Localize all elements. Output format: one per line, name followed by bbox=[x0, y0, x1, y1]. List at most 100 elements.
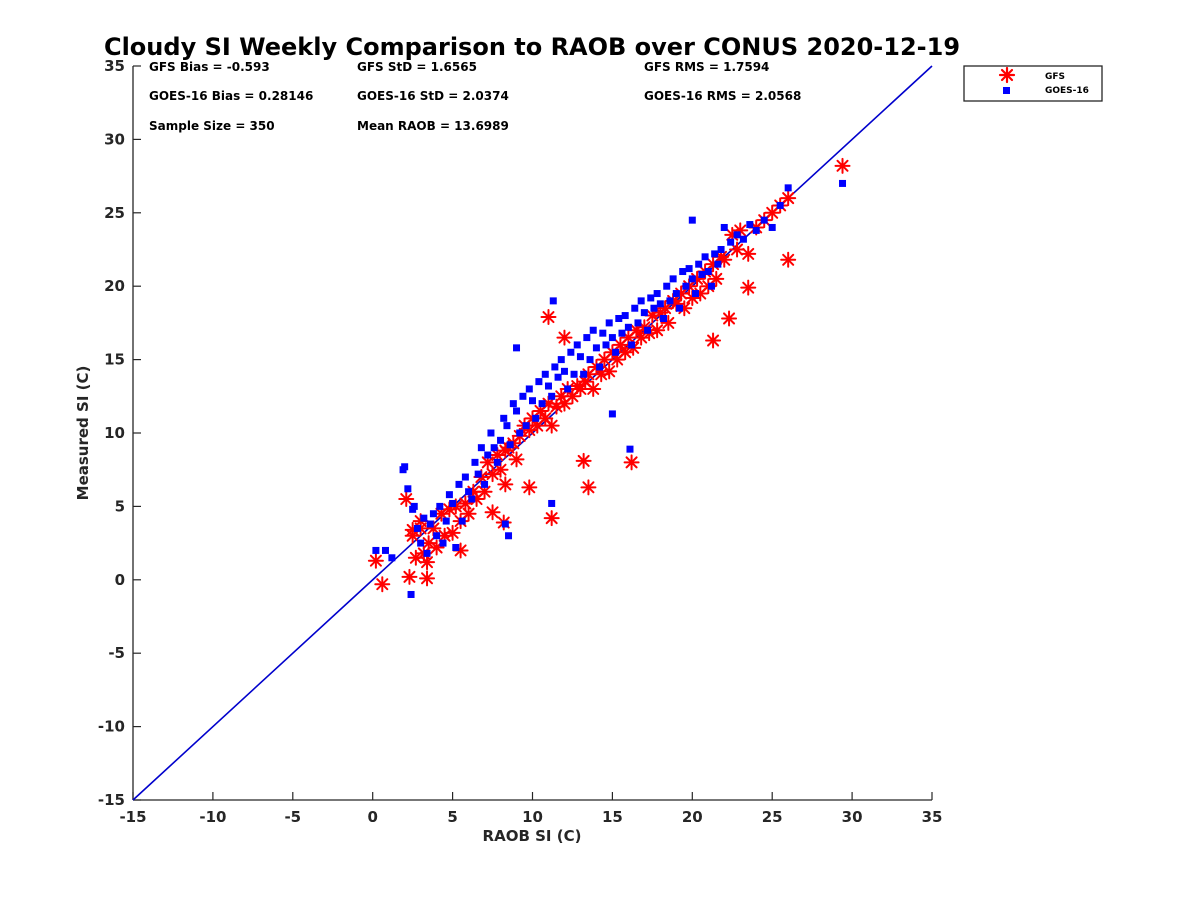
goes-16-point bbox=[429, 510, 437, 518]
goes-16-point bbox=[695, 260, 703, 268]
legend-label-goes-16: GOES-16 bbox=[1045, 86, 1089, 96]
goes-16-point bbox=[501, 520, 509, 528]
goes-16-point bbox=[404, 485, 412, 493]
axis-ticks: -15 -10 -5 0 5 10 15 20 25 30 35 -15 -10 -5 0 5 10 15 20 25… bbox=[98, 57, 943, 826]
goes-16-point bbox=[505, 532, 513, 540]
plot-area: -15 -10 -5 0 5 10 15 20 25 30 35 -15 -10 -5 0 5 10 15 20 25… bbox=[98, 57, 943, 826]
goes-16-point bbox=[666, 297, 674, 305]
goes-16-point bbox=[626, 445, 634, 453]
goes-16-point bbox=[608, 334, 616, 342]
gfs-point bbox=[780, 251, 797, 268]
goes-16-point bbox=[628, 341, 636, 349]
goes-16-point bbox=[760, 216, 768, 224]
goes-16-point bbox=[688, 216, 696, 224]
gfs-point bbox=[484, 504, 501, 521]
goes-16-point bbox=[653, 290, 661, 298]
goes-16-point bbox=[660, 314, 668, 322]
goes-16-point bbox=[481, 480, 489, 488]
stat-goes-rms: GOES-16 RMS = 2.0568 bbox=[644, 89, 801, 103]
y-tick-label: -10 bbox=[98, 718, 125, 736]
goes-16-point bbox=[656, 300, 664, 308]
x-tick-label: 10 bbox=[522, 808, 543, 826]
goes-16-point bbox=[746, 221, 754, 229]
goes-16-point bbox=[554, 373, 562, 381]
gfs-point bbox=[623, 454, 640, 471]
goes-16-point bbox=[468, 495, 476, 503]
goes-16-point bbox=[612, 348, 620, 356]
y-tick-label: 5 bbox=[115, 497, 125, 515]
gfs-point bbox=[398, 491, 415, 508]
goes-16-point bbox=[567, 348, 575, 356]
goes-16-point bbox=[474, 470, 482, 478]
goes-16-point bbox=[647, 294, 655, 302]
goes-16-point bbox=[733, 231, 741, 239]
gfs-point bbox=[740, 245, 757, 262]
gfs-point bbox=[556, 395, 573, 412]
goes-16-point bbox=[471, 458, 479, 466]
goes-16-point bbox=[557, 356, 565, 364]
goes-16-point bbox=[634, 319, 642, 327]
legend-marker-goes-16 bbox=[1003, 87, 1010, 94]
goes-16-point bbox=[490, 444, 498, 452]
gfs-point bbox=[649, 322, 666, 339]
gfs-point bbox=[601, 363, 618, 380]
goes-16-point bbox=[621, 312, 629, 320]
goes-16-point bbox=[640, 309, 648, 317]
stat-gfs-bias: GFS Bias = -0.593 bbox=[149, 60, 270, 74]
y-tick-label: 20 bbox=[104, 277, 125, 295]
gfs-point bbox=[705, 332, 722, 349]
goes-16-point bbox=[570, 370, 578, 378]
gfs-point bbox=[419, 554, 436, 571]
goes-16-point bbox=[484, 451, 492, 459]
goes-16-point bbox=[784, 184, 792, 192]
y-tick-label: 25 bbox=[104, 204, 125, 222]
gfs-point bbox=[540, 309, 557, 326]
goes-16-point bbox=[589, 326, 597, 334]
goes-16-point bbox=[669, 275, 677, 283]
gfs-point bbox=[617, 344, 634, 361]
y-tick-label: -15 bbox=[98, 791, 125, 809]
goes-16-point bbox=[381, 546, 389, 554]
gfs-point bbox=[834, 157, 851, 174]
goes-16-point bbox=[682, 282, 690, 290]
goes-16-point bbox=[509, 400, 517, 408]
goes-16-point bbox=[442, 517, 450, 525]
gfs-point bbox=[543, 510, 560, 527]
x-tick-label: 25 bbox=[762, 808, 783, 826]
stats-block: GFS Bias = -0.593 GFS StD = 1.6565 GFS R… bbox=[149, 60, 801, 133]
x-tick-label: 30 bbox=[842, 808, 863, 826]
goes-16-point bbox=[650, 304, 658, 312]
goes-16-point bbox=[465, 488, 473, 496]
y-tick-label: 10 bbox=[104, 424, 125, 442]
gfs-point bbox=[444, 524, 461, 541]
goes-16-point bbox=[768, 223, 776, 231]
goes-16-point bbox=[433, 532, 441, 540]
goes-16-point bbox=[497, 436, 505, 444]
goes-16-point bbox=[676, 304, 684, 312]
goes-16-point bbox=[717, 246, 725, 253]
goes-16-point bbox=[513, 407, 521, 415]
goes-16-point bbox=[500, 414, 508, 422]
x-tick-label: 35 bbox=[922, 808, 943, 826]
gfs-point bbox=[575, 452, 592, 469]
y-tick-label: 0 bbox=[115, 571, 125, 589]
goes-16-point bbox=[704, 268, 712, 276]
goes-16-point bbox=[420, 514, 428, 522]
x-tick-label: -10 bbox=[199, 808, 226, 826]
goes-16-point bbox=[596, 363, 604, 371]
stat-sample-size: Sample Size = 350 bbox=[149, 119, 275, 133]
goes-16-point bbox=[599, 329, 607, 337]
goes-16-point bbox=[739, 235, 747, 243]
gfs-point bbox=[721, 310, 738, 327]
goes-16-point bbox=[452, 544, 460, 552]
stat-gfs-rms: GFS RMS = 1.7594 bbox=[644, 60, 769, 74]
goes-16-point bbox=[605, 319, 613, 327]
goes-16-point bbox=[583, 334, 591, 342]
goes-16-point bbox=[685, 265, 693, 273]
gfs-point bbox=[508, 451, 525, 468]
goes-16-point bbox=[544, 382, 552, 390]
x-tick-label: 20 bbox=[682, 808, 703, 826]
goes-16-point bbox=[541, 370, 549, 378]
x-tick-label: -15 bbox=[119, 808, 146, 826]
